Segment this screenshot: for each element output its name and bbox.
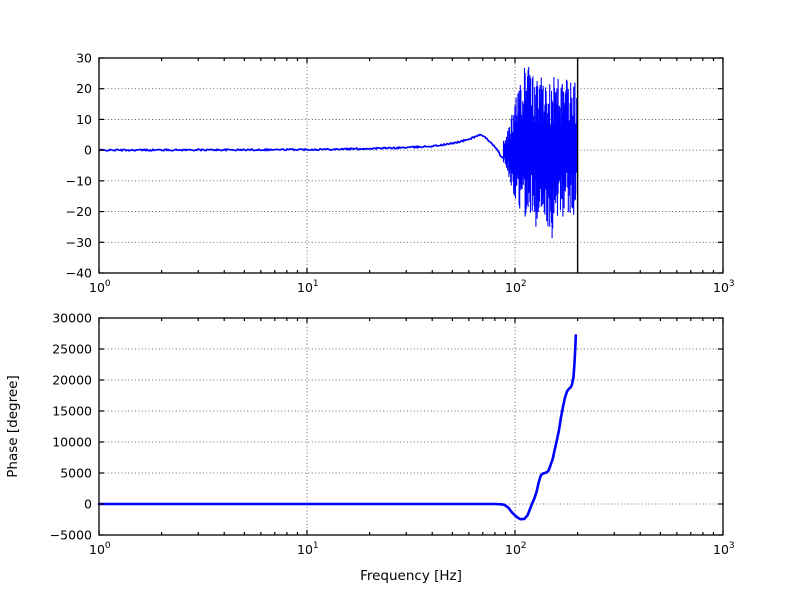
x-axis-label: Frequency [Hz] xyxy=(360,568,462,584)
magnitude-noise-band xyxy=(502,67,578,238)
x-tick-label: 102 xyxy=(505,279,527,295)
x-tick-label: 100 xyxy=(89,279,111,295)
y-tick-label: 0 xyxy=(84,497,92,512)
x-tick-label: 101 xyxy=(297,541,319,557)
y-tick-label: 20 xyxy=(76,81,92,96)
axes-frame xyxy=(98,317,724,536)
y-tick-label: 5000 xyxy=(60,466,92,481)
x-tick-label: 103 xyxy=(713,279,735,295)
y-tick-label: 25000 xyxy=(52,342,92,357)
x-tick-label: 101 xyxy=(297,279,319,295)
y-tick-label: 0 xyxy=(84,143,92,158)
y-tick-label: 10 xyxy=(76,112,92,127)
y-axis-label: Phase [degree] xyxy=(5,375,21,477)
x-tick-label: 100 xyxy=(89,541,111,557)
y-tick-label: 30 xyxy=(76,51,92,66)
y-tick-label: 20000 xyxy=(52,373,92,388)
axes-frame xyxy=(98,57,724,274)
y-tick-label: −10 xyxy=(66,173,92,188)
y-tick-label: −20 xyxy=(66,204,92,219)
phase-line xyxy=(97,334,578,521)
x-tick-label: 103 xyxy=(713,541,735,557)
magnitude-line xyxy=(98,133,504,159)
y-tick-label: −5000 xyxy=(50,528,92,543)
y-tick-label: 10000 xyxy=(52,435,92,450)
y-tick-label: 30000 xyxy=(52,311,92,326)
y-tick-label: 15000 xyxy=(52,404,92,419)
y-tick-label: −40 xyxy=(66,266,92,281)
x-tick-label: 102 xyxy=(505,541,527,557)
y-tick-label: −30 xyxy=(66,235,92,250)
